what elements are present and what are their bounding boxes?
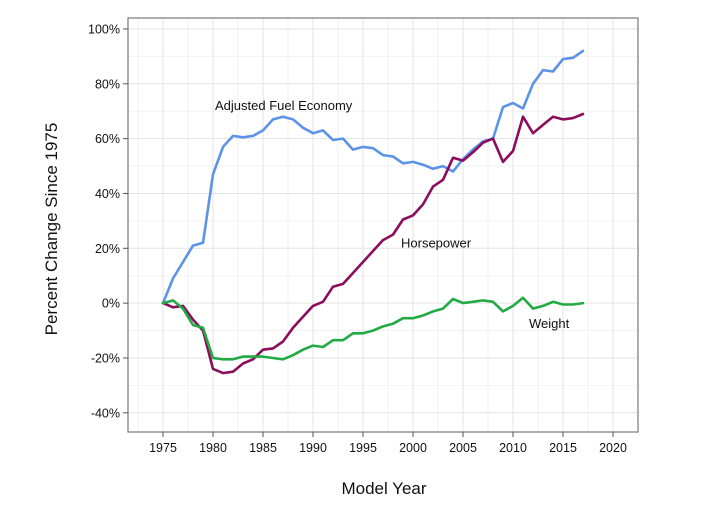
x-tick-label: 1995 (349, 441, 377, 455)
y-tick-label: 20% (95, 242, 120, 256)
y-tick-label: 0% (102, 297, 120, 311)
x-tick-label: 2020 (599, 441, 627, 455)
y-tick-label: -40% (91, 406, 120, 420)
x-tick-label: 2005 (449, 441, 477, 455)
series-label-layer: Adjusted Fuel Economy Horsepower Weight (215, 98, 570, 331)
adjusted-fuel-economy-line (161, 49, 585, 305)
horsepower-line (161, 112, 585, 375)
horsepower-label: Horsepower (401, 235, 472, 250)
grid-layer (128, 18, 638, 432)
y-tick-label: 60% (95, 132, 120, 146)
x-tick-label: 2010 (499, 441, 527, 455)
y-tick-label: 80% (95, 77, 120, 91)
y-tick-label: 100% (88, 22, 120, 36)
x-tick-label: 1975 (149, 441, 177, 455)
y-axis-title: Percent Change Since 1975 (42, 123, 61, 336)
x-tick-label: 1990 (299, 441, 327, 455)
axis-layer: 1975 1980 1985 1990 1995 2000 2005 2010 2015 2020… (88, 22, 627, 455)
y-tick-label: 40% (95, 187, 120, 201)
y-tick-label: -20% (91, 351, 120, 365)
weight-line (161, 296, 585, 361)
plot-frame (127, 17, 639, 433)
series-layer (161, 49, 585, 375)
x-tick-label: 1985 (249, 441, 277, 455)
adjusted-fuel-economy-label: Adjusted Fuel Economy (215, 98, 353, 113)
x-tick-label: 1980 (199, 441, 227, 455)
weight-label: Weight (529, 316, 570, 331)
x-tick-label: 2015 (549, 441, 577, 455)
x-tick-label: 2000 (399, 441, 427, 455)
x-axis-title: Model Year (341, 479, 426, 498)
